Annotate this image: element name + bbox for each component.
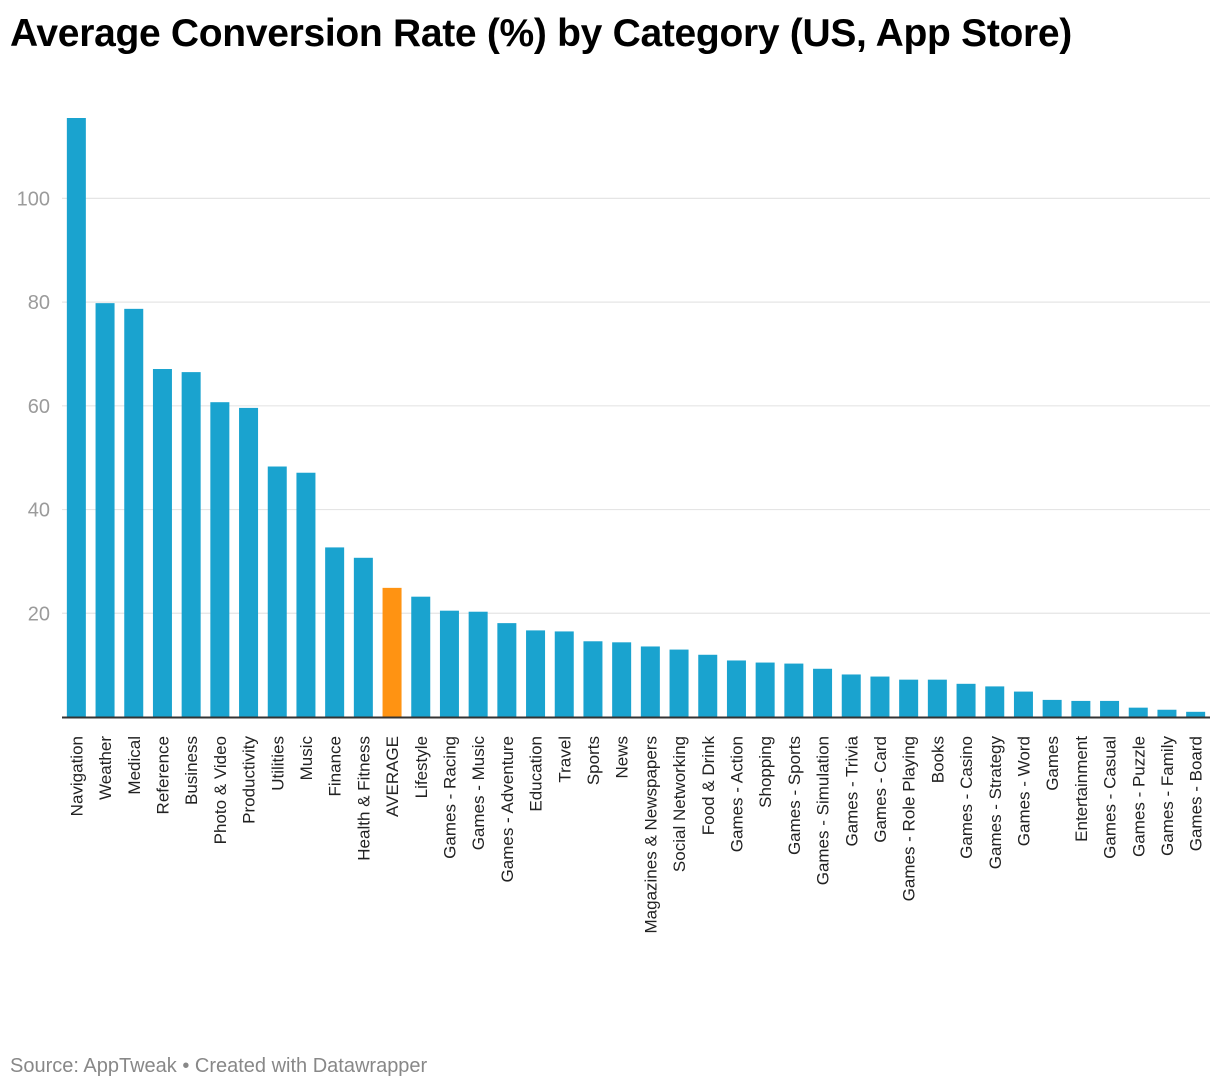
x-tick-label-games-role-playing: Games - Role Playing [900,736,919,901]
y-tick-label: 20 [28,603,50,625]
bar-games-strategy [985,686,1005,717]
x-tick-label-business: Business [182,736,201,805]
x-tick-label-games-trivia: Games - Trivia [842,735,861,846]
bar-business [181,372,201,717]
bar-finance [325,547,345,717]
bar-photo-and-video [210,402,230,717]
bar-games-action [726,660,746,717]
bar-lifestyle [411,596,431,717]
x-tick-label-games-sports: Games - Sports [785,736,804,855]
x-tick-label-finance: Finance [326,736,345,796]
x-tick-label-travel: Travel [555,736,574,783]
x-tick-label-news: News [613,736,632,779]
x-tick-label-music: Music [297,736,316,781]
x-axis-category-labels: Navigation Weather Medical Reference Busines… [67,735,1205,933]
bar-games-word [1013,691,1033,717]
bar-utilities [267,466,287,717]
bar-games-casual [1100,700,1120,717]
chart-title: Average Conversion Rate (%) by Category … [10,12,1072,55]
bar-games-puzzle [1128,707,1148,717]
bar-health-and-fitness [353,557,373,717]
y-axis-tick-labels: 20 40 60 80 100 [17,188,50,625]
x-tick-label-games-word: Games - Word [1014,736,1033,846]
bar-travel [554,631,574,717]
bar-medical [124,308,144,717]
x-tick-label-games-adventure: Games - Adventure [498,736,517,882]
x-tick-label-productivity: Productivity [240,736,259,824]
x-tick-label-reference: Reference [153,736,172,814]
x-tick-label-games-music: Games - Music [469,736,488,851]
x-tick-label-magazines-and-newspapers: Magazines & Newspapers [641,736,660,933]
x-tick-label-sports: Sports [584,736,603,785]
bar-games-casino [956,683,976,717]
bar-magazines-and-newspapers [640,646,660,717]
x-tick-label-games: Games [1043,736,1062,791]
bar-food-and-drink [698,654,718,717]
x-tick-label-medical: Medical [125,736,144,795]
x-tick-label-games-puzzle: Games - Puzzle [1129,736,1148,857]
bar-weather [95,303,115,717]
source-note: Source: AppTweak • Created with Datawrap… [10,1055,428,1077]
bar-games-music [468,611,488,717]
bar-games-family [1157,709,1177,717]
x-tick-label-lifestyle: Lifestyle [412,736,431,798]
x-tick-label-books: Books [928,736,947,783]
bar-news [612,642,632,717]
x-tick-label-photo-and-video: Photo & Video [211,736,230,844]
x-tick-label-games-simulation: Games - Simulation [814,736,833,885]
bar-games-simulation [813,668,833,717]
x-tick-label-shopping: Shopping [756,736,775,808]
bar-education [526,630,546,717]
bar-sports [583,641,603,717]
bar-games-racing [439,610,459,717]
bar-reference [152,369,172,717]
x-tick-label-navigation: Navigation [67,736,86,816]
x-tick-label-weather: Weather [96,736,115,800]
y-tick-label: 60 [28,396,50,418]
bar-average [382,587,402,717]
x-tick-label-games-action: Games - Action [727,736,746,852]
bar-games-adventure [497,623,517,717]
x-tick-label-food-and-drink: Food & Drink [699,736,718,836]
x-tick-label-games-card: Games - Card [871,736,890,843]
x-tick-label-entertainment: Entertainment [1072,736,1091,842]
x-tick-label-games-racing: Games - Racing [440,736,459,859]
x-tick-label-games-casino: Games - Casino [957,736,976,859]
bar-games-trivia [841,674,861,717]
y-tick-label: 100 [17,188,50,210]
x-tick-label-games-board: Games - Board [1187,736,1206,851]
bar-entertainment [1071,700,1091,717]
bar-books [927,679,947,717]
bar-music [296,472,316,717]
x-tick-label-education: Education [527,736,546,812]
x-tick-label-health-and-fitness: Health & Fitness [354,736,373,861]
x-tick-label-utilities: Utilities [268,736,287,791]
bar-navigation [66,118,86,717]
bar-games-sports [784,663,804,717]
bar-games-role-playing [899,679,919,717]
bar-shopping [755,662,775,717]
x-tick-label-social-networking: Social Networking [670,736,689,872]
bar-productivity [239,407,259,717]
x-tick-label-games-strategy: Games - Strategy [986,736,1005,870]
y-tick-label: 40 [28,500,50,522]
x-tick-label-games-casual: Games - Casual [1101,736,1120,859]
x-tick-label-average: AVERAGE [383,736,402,817]
gridlines [62,197,1210,614]
bar-social-networking [669,649,689,717]
bars [66,118,1206,717]
bar-games-card [870,676,890,717]
x-tick-label-games-family: Games - Family [1158,736,1177,856]
bar-games [1042,699,1062,717]
bar-games-board [1186,711,1206,717]
y-tick-label: 80 [28,292,50,314]
